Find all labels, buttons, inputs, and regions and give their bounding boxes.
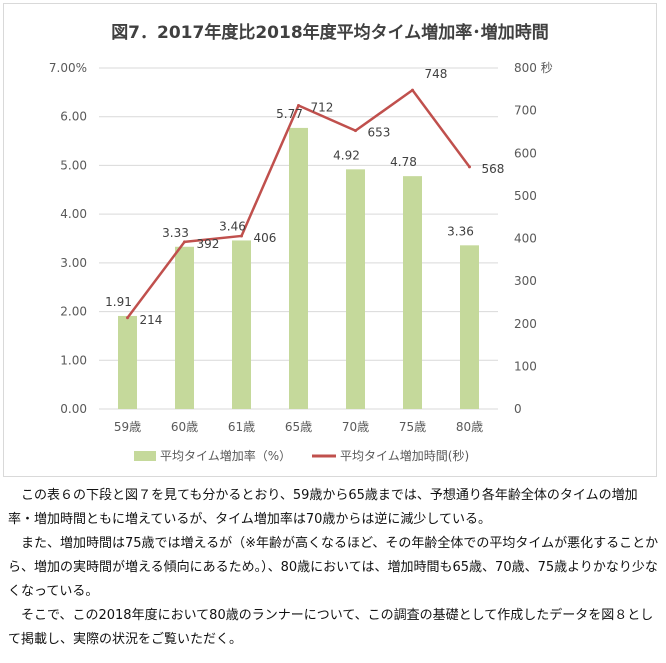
line-data-label: 392 xyxy=(197,237,220,251)
category-label: 59歳 xyxy=(114,420,141,434)
legend: 平均タイム増加率（%） 平均タイム増加時間(秒) xyxy=(134,448,469,463)
line-point xyxy=(240,234,243,238)
bar-series xyxy=(118,127,479,409)
right-tick-label: 800 秒 xyxy=(514,61,553,75)
paragraph-3: そこで、この2018年度において80歳のランナーについて、この調査の基礎として作… xyxy=(8,608,654,647)
bar xyxy=(403,176,422,409)
category-labels: 59歳 60歳 61歳 65歳 70歳 75歳 80歳 xyxy=(114,420,483,434)
line-point xyxy=(468,165,471,169)
right-axis-ticks: 0 100 200 300 400 500 600 700 800 秒 xyxy=(514,61,553,416)
line-data-label: 712 xyxy=(311,101,334,115)
line-data-label: 214 xyxy=(140,313,163,327)
line-data-label: 568 xyxy=(482,162,505,176)
right-tick-label: 700 xyxy=(514,104,537,118)
bar xyxy=(460,245,479,409)
left-tick-label: 3.00 xyxy=(60,256,87,270)
bar-data-label: 3.33 xyxy=(162,226,189,240)
bar xyxy=(346,169,365,409)
bar-data-label: 3.36 xyxy=(447,224,474,238)
line-point xyxy=(126,316,129,320)
left-tick-label: 0.00 xyxy=(60,402,87,416)
right-tick-label: 500 xyxy=(514,189,537,203)
right-tick-label: 100 xyxy=(514,359,537,373)
body-text: この表６の下段と図７を見ても分かるとおり、59歳から65歳までは、予想通り各年齢… xyxy=(8,484,660,652)
legend-bar-label: 平均タイム増加率（%） xyxy=(160,448,291,463)
category-label: 70歳 xyxy=(342,420,369,434)
paragraph-1: この表６の下段と図７を見ても分かるとおり、59歳から65歳までは、予想通り各年齢… xyxy=(8,488,638,527)
line-point xyxy=(354,129,357,133)
bar-data-label: 3.46 xyxy=(219,219,246,233)
left-tick-label: 1.00 xyxy=(60,353,87,367)
right-tick-label: 200 xyxy=(514,317,537,331)
left-tick-label: 5.00 xyxy=(60,158,87,172)
right-tick-label: 600 xyxy=(514,146,537,160)
bar-data-label: 4.92 xyxy=(333,148,360,162)
line-data-label: 748 xyxy=(425,67,448,81)
left-tick-label: 2.00 xyxy=(60,305,87,319)
left-tick-label: 7.00% xyxy=(49,61,87,75)
bar xyxy=(175,246,194,409)
line-data-label: 653 xyxy=(368,126,391,140)
chart-title: 図7．2017年度比2018年度平均タイム増加率･増加時間 xyxy=(111,22,549,43)
category-label: 60歳 xyxy=(171,420,198,434)
category-label: 61歳 xyxy=(228,420,255,434)
line-point xyxy=(297,104,300,108)
category-label: 65歳 xyxy=(285,420,312,434)
chart-frame: 図7．2017年度比2018年度平均タイム増加率･増加時間 0.00 1.00 2.… xyxy=(3,3,657,477)
left-tick-label: 4.00 xyxy=(60,207,87,221)
left-axis-ticks: 0.00 1.00 2.00 3.00 4.00 5.00 6.00 7.00% xyxy=(49,61,87,416)
line-data-label: 406 xyxy=(254,231,277,245)
left-tick-label: 6.00 xyxy=(60,110,87,124)
bar xyxy=(232,240,251,409)
data-labels: 1.91 3.33 3.46 5.77 4.92 4.78 3.36 214 392 406 712… xyxy=(105,67,504,327)
right-tick-label: 300 xyxy=(514,274,537,288)
line-point xyxy=(411,88,414,92)
bar xyxy=(289,127,308,409)
legend-bar-swatch xyxy=(134,451,156,461)
paragraph-2: また、増加時間は75歳では増えるが（※年齢が高くなるほど、その年齢全体での平均タ… xyxy=(8,536,659,599)
line-series xyxy=(126,88,471,320)
bar-data-label: 1.91 xyxy=(105,295,132,309)
category-label: 75歳 xyxy=(399,420,426,434)
bar-data-label: 5.77 xyxy=(276,107,303,121)
legend-line-label: 平均タイム増加時間(秒) xyxy=(340,449,469,463)
bar-data-label: 4.78 xyxy=(390,155,417,169)
line-point xyxy=(183,240,186,244)
bar xyxy=(118,315,137,409)
chart-svg: 図7．2017年度比2018年度平均タイム増加率･増加時間 0.00 1.00 2.… xyxy=(49,22,553,463)
right-tick-label: 0 xyxy=(514,402,522,416)
category-label: 80歳 xyxy=(456,420,483,434)
right-tick-label: 400 xyxy=(514,232,537,246)
